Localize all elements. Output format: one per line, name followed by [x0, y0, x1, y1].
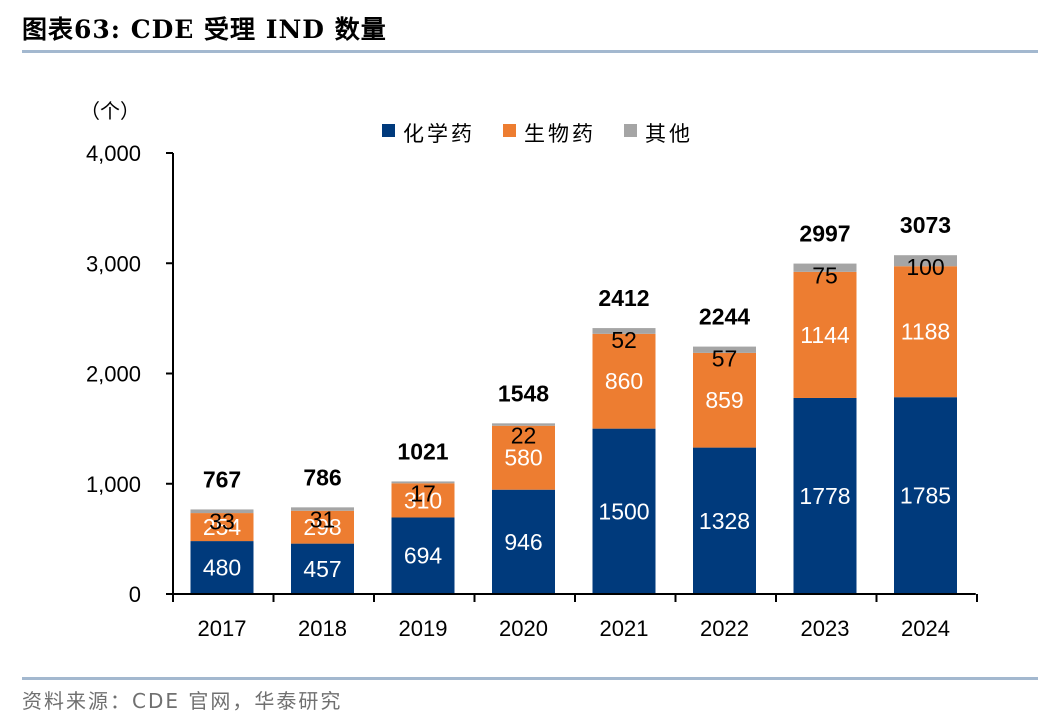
data-label: 580: [504, 445, 542, 471]
legend-swatch: [382, 124, 395, 137]
legend: 化学药 生物药 其他: [382, 122, 693, 146]
bar-segment: [492, 489, 555, 594]
total-label: 767: [203, 466, 241, 492]
data-label: 946: [504, 529, 542, 555]
x-tick-label: 2021: [600, 616, 649, 641]
x-tick-label: 2023: [801, 616, 850, 641]
x-tick-label: 2024: [901, 616, 950, 641]
x-tick-label: 2018: [298, 616, 347, 641]
data-label: 1328: [699, 508, 750, 534]
data-label: 31: [310, 506, 336, 532]
bar-segment: [391, 517, 455, 594]
data-label: 457: [303, 556, 341, 582]
legend-label: 生物药: [524, 122, 596, 146]
bar-segment: [894, 266, 957, 398]
bar-segment: [492, 423, 555, 426]
data-label: 298: [303, 514, 341, 540]
data-label: 1188: [901, 319, 950, 345]
total-label: 2997: [799, 221, 850, 247]
y-axis-unit-label: （个）: [80, 99, 140, 123]
data-label: 310: [404, 487, 442, 513]
data-label: 859: [705, 387, 743, 413]
bar-segment: [291, 543, 354, 594]
bar-segment: [190, 541, 254, 594]
total-label: 2244: [699, 304, 750, 330]
x-tick-label: 2020: [499, 616, 548, 641]
data-label: 1778: [799, 483, 850, 509]
bar-segment: [894, 397, 957, 594]
source-note: 资料来源：CDE 官网，华泰研究: [22, 689, 343, 713]
legend-swatch: [624, 124, 637, 137]
data-label: 1785: [900, 483, 951, 509]
legend-swatch: [503, 124, 516, 137]
data-label: 57: [712, 346, 738, 372]
chart-title: 图表63: CDE 受理 IND 数量: [22, 15, 387, 44]
axes-group: 2017 2018 2019 2020 2021 2022 2023 2024 0 1,000 2,…: [86, 141, 978, 641]
bar-segment: [693, 447, 756, 594]
data-label: 22: [511, 422, 537, 448]
bar-segment: [793, 271, 857, 398]
data-label: 75: [812, 263, 838, 289]
data-label: 52: [611, 327, 637, 353]
bar-segment: [592, 428, 656, 594]
bar-segment: [592, 328, 656, 334]
bar-segment: [291, 507, 354, 511]
bar-segment: [391, 481, 455, 484]
data-label: 694: [404, 543, 443, 569]
x-tick-label: 2017: [198, 616, 247, 641]
bar-segment: [492, 425, 555, 490]
x-tick-label: 2019: [399, 616, 448, 641]
y-tick-label: 1,000: [86, 472, 141, 497]
data-label: 1500: [598, 498, 649, 524]
bar-segment: [693, 346, 756, 353]
total-label: 1548: [498, 380, 549, 406]
legend-label: 其他: [645, 122, 693, 146]
total-label: 786: [303, 464, 341, 490]
data-label: 480: [203, 555, 241, 581]
y-tick-label: 2,000: [86, 362, 141, 387]
bar-segment: [190, 509, 254, 514]
bar-segment: [693, 352, 756, 448]
bar-segment: [793, 263, 857, 272]
total-label: 1021: [397, 438, 448, 464]
bar-segment: [391, 483, 455, 518]
legend-label: 化学药: [403, 122, 475, 146]
data-label: 17: [410, 480, 436, 506]
bar-segment: [793, 397, 857, 594]
source-divider: [22, 677, 1038, 680]
data-label: 1144: [800, 322, 850, 348]
total-label: 3073: [900, 212, 951, 238]
y-tick-label: 0: [129, 582, 141, 607]
bar-segment: [291, 510, 354, 544]
data-label: 254: [203, 514, 242, 540]
bar-segment: [894, 255, 957, 267]
bar-segment: [592, 333, 656, 429]
total-label: 2412: [598, 285, 649, 311]
x-tick-label: 2022: [700, 616, 749, 641]
data-label: 100: [906, 254, 944, 280]
data-label: 860: [605, 368, 643, 394]
y-tick-label: 3,000: [86, 251, 141, 276]
bar-segment: [190, 513, 254, 542]
y-tick-label: 4,000: [86, 141, 141, 166]
data-label: 33: [209, 508, 235, 534]
title-divider: [22, 50, 1038, 53]
